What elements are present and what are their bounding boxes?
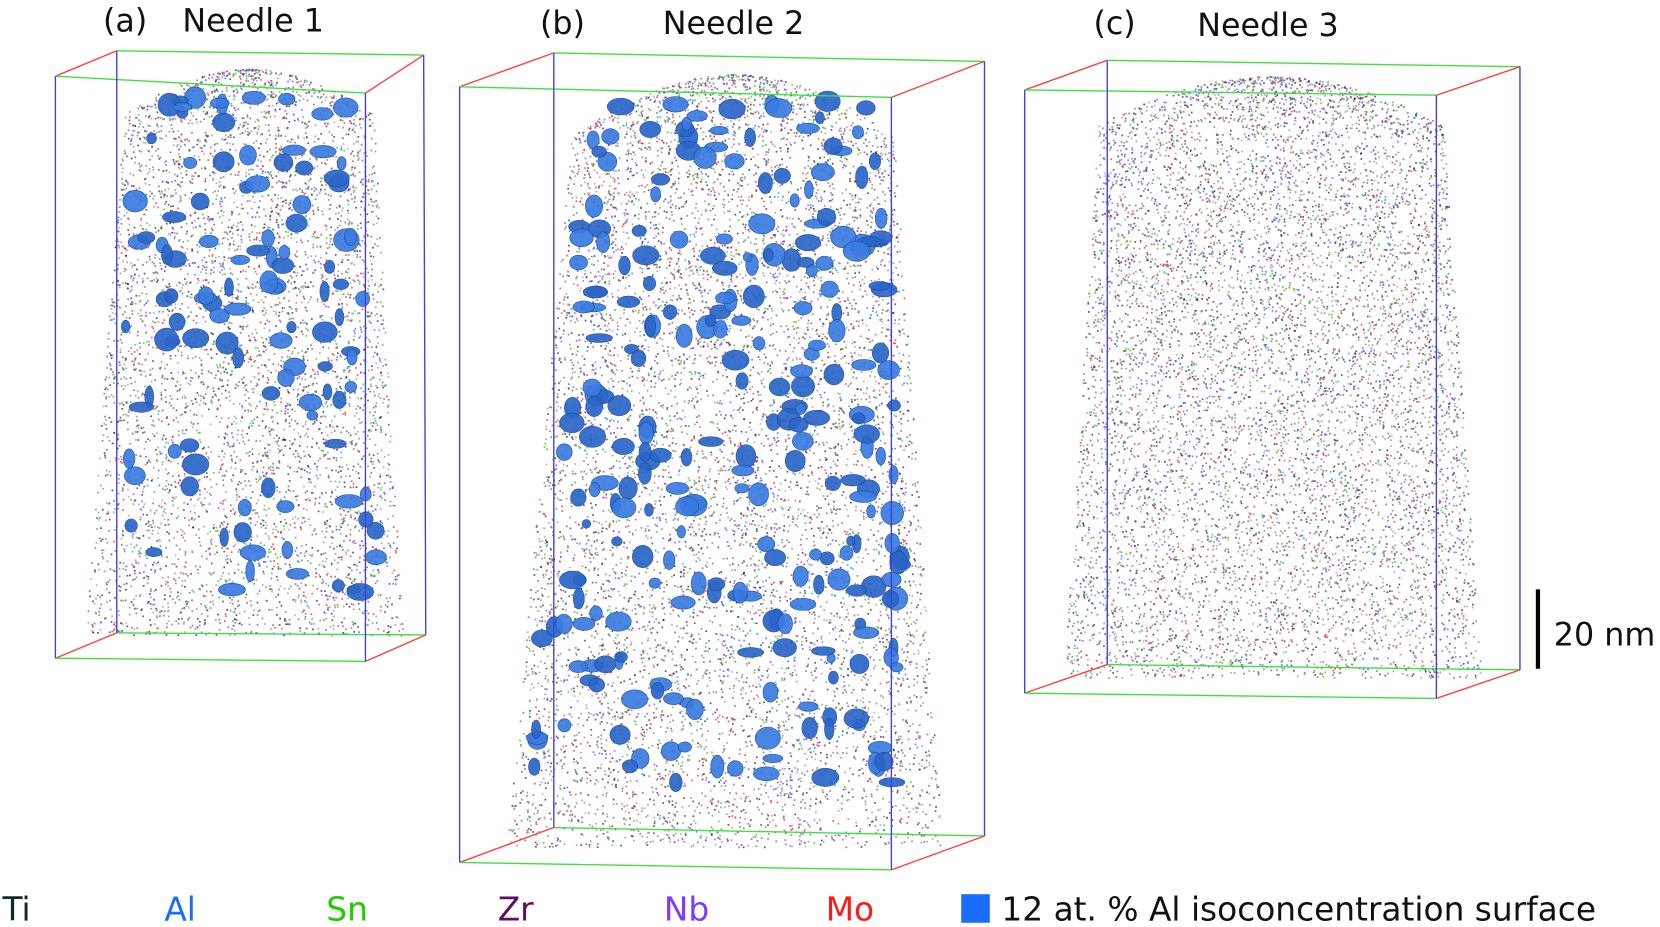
panel-c-title: Needle 3 [1197, 8, 1339, 44]
al-isosurface-clusters [527, 91, 911, 792]
needle-3-reconstruction [1025, 60, 1520, 698]
needle-2-reconstruction [460, 53, 985, 870]
legend-mo: Mo [826, 891, 874, 927]
legend-sn: Sn [326, 891, 368, 927]
legend-nb: Nb [664, 891, 709, 927]
panel-c-letter: (c) [1093, 6, 1135, 42]
legend-ti: Ti [1, 891, 30, 927]
panel-b-letter: (b) [540, 6, 585, 42]
legend-al: Al [164, 891, 196, 927]
atom-point-cloud [1067, 76, 1482, 679]
legend-zr: Zr [498, 891, 534, 927]
panel-a-letter: (a) [103, 4, 147, 40]
panel-a-title: Needle 1 [182, 4, 324, 40]
needle-1-reconstruction [55, 51, 425, 662]
legend-isosurface: 12 at. % Al isoconcentration surface [1001, 891, 1596, 927]
isosurface-swatch [961, 894, 990, 923]
scale-bar-label: 20 nm [1554, 618, 1656, 654]
atom-point-cloud [508, 74, 941, 848]
panel-b-title: Needle 2 [663, 6, 805, 42]
